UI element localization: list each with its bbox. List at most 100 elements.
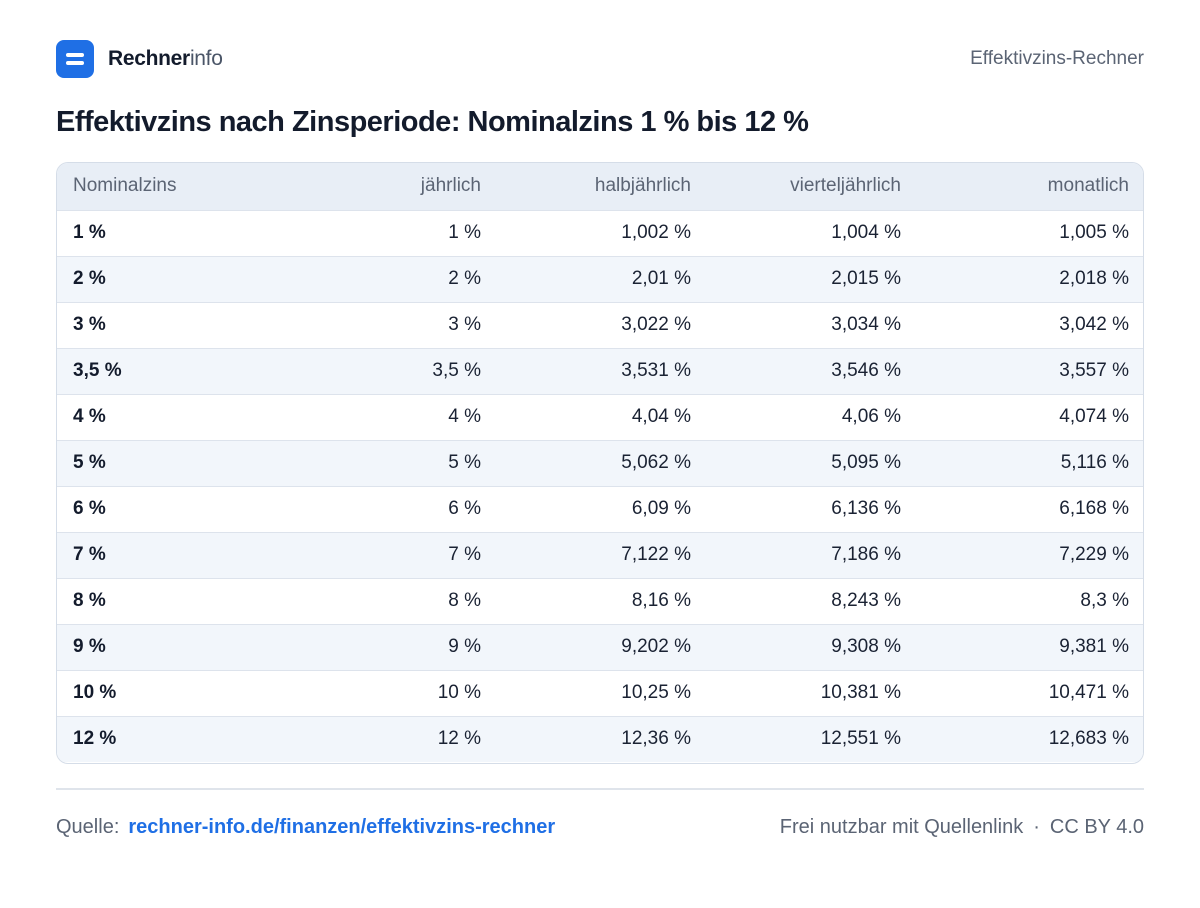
effective-rate-cell: 10,381 % — [707, 669, 917, 716]
nominal-rate-cell: 3 % — [57, 301, 297, 348]
table-row: 8 % 8 % 8,16 % 8,243 % 8,3 % — [57, 577, 1143, 624]
effective-rate-cell: 3,531 % — [497, 347, 707, 394]
effective-rate-cell: 7 % — [297, 531, 497, 578]
nominal-rate-cell: 1 % — [57, 209, 297, 256]
page-title: Effektivzins nach Zinsperiode: Nominalzi… — [56, 106, 809, 138]
effective-rate-cell: 3,034 % — [707, 301, 917, 348]
effective-rate-cell: 1,004 % — [707, 209, 917, 256]
column-header: jährlich — [297, 163, 497, 210]
effective-rate-cell: 12,551 % — [707, 715, 917, 762]
table-header-row: Nominalzins jährlich halbjährlich vierteljä… — [57, 163, 1143, 210]
column-header: Nominalzins — [57, 163, 297, 210]
nominal-rate-cell: 8 % — [57, 577, 297, 624]
table-row: 4 % 4 % 4,04 % 4,06 % 4,074 % — [57, 393, 1143, 440]
nominal-rate-cell: 12 % — [57, 715, 297, 762]
nominal-rate-cell: 6 % — [57, 485, 297, 532]
effective-rate-cell: 9,202 % — [497, 623, 707, 670]
nominal-rate-cell: 10 % — [57, 669, 297, 716]
license-name: CC BY 4.0 — [1049, 815, 1144, 838]
table-body: 1 % 1 % 1,002 % 1,004 % 1,005 % 2 % 2 % 2,01 % 2… — [57, 209, 1143, 762]
effective-rate-cell: 3,557 % — [917, 347, 1143, 394]
effective-rate-cell: 7,229 % — [917, 531, 1143, 578]
effective-rate-cell: 5,116 % — [917, 439, 1143, 486]
effective-rate-cell: 5 % — [297, 439, 497, 486]
effective-rate-cell: 4 % — [297, 393, 497, 440]
table-row: 10 % 10 % 10,25 % 10,381 % 10,471 % — [57, 669, 1143, 716]
effective-rate-cell: 2 % — [297, 255, 497, 302]
table-row: 3 % 3 % 3,022 % 3,034 % 3,042 % — [57, 301, 1143, 348]
license-separator: · — [1033, 815, 1040, 838]
effective-rate-cell: 10,471 % — [917, 669, 1143, 716]
effective-rate-cell: 12,36 % — [497, 715, 707, 762]
footer-divider — [56, 788, 1144, 790]
table-row: 1 % 1 % 1,002 % 1,004 % 1,005 % — [57, 209, 1143, 256]
nominal-rate-cell: 7 % — [57, 531, 297, 578]
table-row: 7 % 7 % 7,122 % 7,186 % 7,229 % — [57, 531, 1143, 578]
nominal-rate-cell: 9 % — [57, 623, 297, 670]
effective-rate-cell: 4,06 % — [707, 393, 917, 440]
effective-rate-cell: 1,005 % — [917, 209, 1143, 256]
effective-rate-cell: 9 % — [297, 623, 497, 670]
effective-rate-cell: 5,095 % — [707, 439, 917, 486]
effective-rate-cell: 5,062 % — [497, 439, 707, 486]
table-row: 2 % 2 % 2,01 % 2,015 % 2,018 % — [57, 255, 1143, 302]
effective-rate-cell: 8,3 % — [917, 577, 1143, 624]
effective-rate-cell: 7,122 % — [497, 531, 707, 578]
effective-rate-cell: 3,042 % — [917, 301, 1143, 348]
effective-rate-cell: 10,25 % — [497, 669, 707, 716]
effective-rate-cell: 3,022 % — [497, 301, 707, 348]
effective-rate-cell: 1 % — [297, 209, 497, 256]
nominal-rate-cell: 4 % — [57, 393, 297, 440]
calculator-name: Effektivzins-Rechner — [970, 48, 1144, 69]
effective-rate-cell: 2,018 % — [917, 255, 1143, 302]
brand[interactable]: Rechnerinfo — [56, 40, 223, 78]
rate-table: Nominalzins jährlich halbjährlich vierteljä… — [57, 163, 1143, 762]
page-header: Rechnerinfo Effektivzins-Rechner — [56, 40, 1144, 78]
effective-rate-cell: 1,002 % — [497, 209, 707, 256]
table-row: 9 % 9 % 9,202 % 9,308 % 9,381 % — [57, 623, 1143, 670]
effective-rate-cell: 3,5 % — [297, 347, 497, 394]
effective-rate-cell: 12 % — [297, 715, 497, 762]
effective-rate-cell: 6,136 % — [707, 485, 917, 532]
effective-rate-cell: 7,186 % — [707, 531, 917, 578]
effective-rate-cell: 9,308 % — [707, 623, 917, 670]
brand-name: Rechnerinfo — [108, 47, 223, 71]
column-header: vierteljährlich — [707, 163, 917, 210]
license-text: Frei nutzbar mit Quellenlink — [779, 815, 1024, 838]
nominal-rate-cell: 2 % — [57, 255, 297, 302]
effective-rate-cell: 6,168 % — [917, 485, 1143, 532]
source-label: Quelle: — [56, 815, 120, 838]
effective-rate-cell: 2,01 % — [497, 255, 707, 302]
nominal-rate-cell: 5 % — [57, 439, 297, 486]
table-row: 6 % 6 % 6,09 % 6,136 % 6,168 % — [57, 485, 1143, 532]
license-info: Frei nutzbar mit Quellenlink · CC BY 4.0 — [780, 816, 1144, 839]
rate-table-container: Nominalzins jährlich halbjährlich vierteljä… — [56, 162, 1144, 764]
logo-bar-bottom — [66, 61, 84, 65]
column-header: monatlich — [917, 163, 1143, 210]
source-link[interactable]: rechner-info.de/finanzen/effektivzins-re… — [128, 815, 556, 838]
menu-icon — [56, 40, 94, 78]
effective-rate-cell: 4,04 % — [497, 393, 707, 440]
brand-name-strong: Rechner — [108, 47, 190, 70]
effective-rate-cell: 8,16 % — [497, 577, 707, 624]
effective-rate-cell: 3 % — [297, 301, 497, 348]
effective-rate-cell: 2,015 % — [707, 255, 917, 302]
source: Quelle: rechner-info.de/finanzen/effekti… — [56, 816, 555, 839]
page-footer: Quelle: rechner-info.de/finanzen/effekti… — [56, 812, 1144, 842]
table-row: 12 % 12 % 12,36 % 12,551 % 12,683 % — [57, 715, 1143, 762]
nominal-rate-cell: 3,5 % — [57, 347, 297, 394]
brand-name-light: info — [189, 47, 223, 70]
column-header: halbjährlich — [497, 163, 707, 210]
logo-bar-top — [66, 53, 84, 57]
table-row: 5 % 5 % 5,062 % 5,095 % 5,116 % — [57, 439, 1143, 486]
effective-rate-cell: 8 % — [297, 577, 497, 624]
effective-rate-cell: 10 % — [297, 669, 497, 716]
effective-rate-cell: 12,683 % — [917, 715, 1143, 762]
effective-rate-cell: 6 % — [297, 485, 497, 532]
effective-rate-cell: 6,09 % — [497, 485, 707, 532]
effective-rate-cell: 3,546 % — [707, 347, 917, 394]
effective-rate-cell: 4,074 % — [917, 393, 1143, 440]
effective-rate-cell: 9,381 % — [917, 623, 1143, 670]
effective-rate-cell: 8,243 % — [707, 577, 917, 624]
table-row: 3,5 % 3,5 % 3,531 % 3,546 % 3,557 % — [57, 347, 1143, 394]
